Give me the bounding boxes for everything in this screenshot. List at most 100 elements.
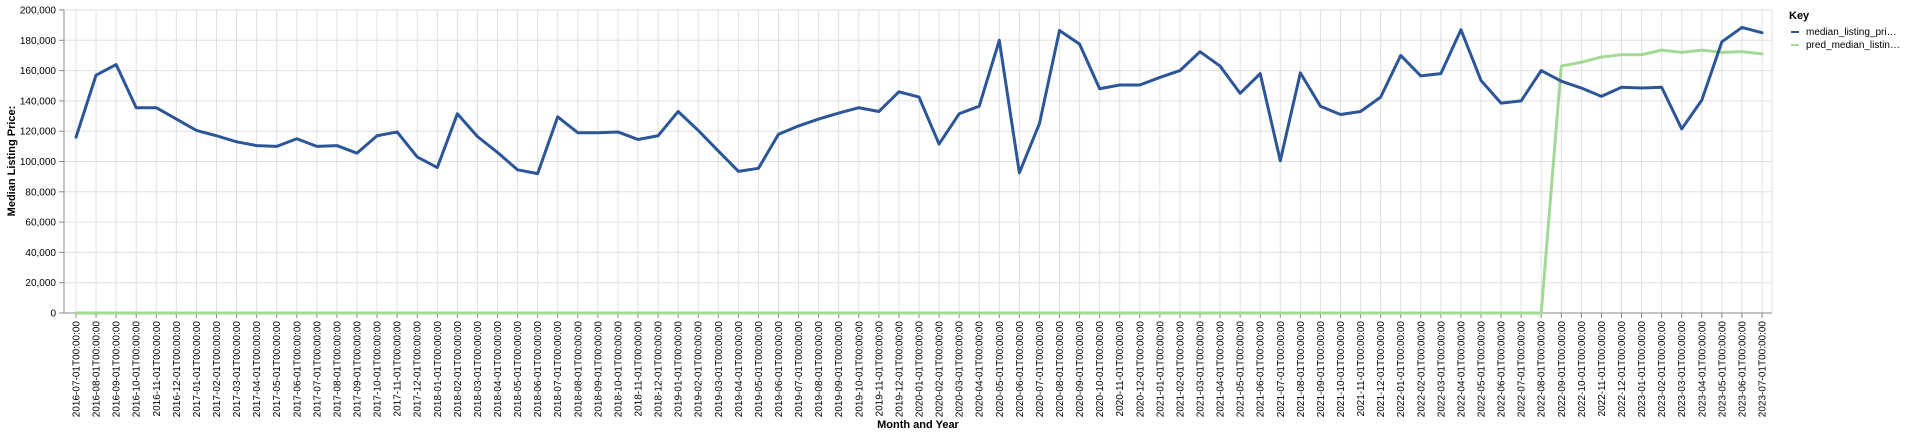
x-tick-label: 2017-01-01T00:00:00 bbox=[192, 321, 203, 418]
data-point bbox=[938, 143, 941, 146]
x-tick-label: 2019-12-01T00:00:00 bbox=[894, 321, 905, 418]
x-tick-label: 2019-02-01T00:00:00 bbox=[694, 321, 705, 418]
x-tick-label: 2021-10-01T00:00:00 bbox=[1336, 321, 1347, 418]
data-point bbox=[918, 312, 921, 315]
data-point bbox=[1399, 54, 1402, 57]
x-tick-label: 2023-06-01T00:00:00 bbox=[1737, 321, 1748, 418]
x-tick-label: 2022-10-01T00:00:00 bbox=[1577, 321, 1588, 418]
x-tick-label: 2017-09-01T00:00:00 bbox=[353, 321, 364, 418]
x-tick-label: 2022-04-01T00:00:00 bbox=[1456, 321, 1467, 418]
data-point bbox=[998, 312, 1001, 315]
data-point bbox=[1038, 122, 1041, 125]
y-tick-label: 40,000 bbox=[25, 248, 56, 259]
y-axis-ticks: 0 20,000 40,000 60,000 80,000 100,000 120,000 1… bbox=[20, 6, 64, 320]
data-point bbox=[797, 124, 800, 127]
data-point bbox=[1018, 312, 1021, 315]
data-point bbox=[1761, 52, 1764, 55]
data-point bbox=[596, 131, 599, 134]
x-tick-label: 2022-03-01T00:00:00 bbox=[1436, 321, 1447, 418]
y-axis-title: Median Listing Price: bbox=[6, 106, 18, 217]
data-point bbox=[255, 144, 258, 147]
data-point bbox=[1419, 312, 1422, 315]
x-tick-label: 2022-12-01T00:00:00 bbox=[1617, 321, 1628, 418]
x-tick-label: 2017-08-01T00:00:00 bbox=[332, 321, 343, 418]
data-point bbox=[556, 312, 559, 315]
x-tick-label: 2021-07-01T00:00:00 bbox=[1276, 321, 1287, 418]
data-point bbox=[376, 134, 379, 137]
x-tick-label: 2021-02-01T00:00:00 bbox=[1175, 321, 1186, 418]
x-tick-label: 2018-12-01T00:00:00 bbox=[654, 321, 665, 418]
x-tick-label: 2019-11-01T00:00:00 bbox=[874, 321, 885, 417]
data-point bbox=[436, 312, 439, 315]
data-point bbox=[657, 312, 660, 315]
legend-label: median_listing_pri… bbox=[1806, 27, 1897, 38]
x-tick-label: 2016-11-01T00:00:00 bbox=[152, 321, 163, 417]
data-point bbox=[1118, 83, 1121, 86]
x-tick-label: 2016-09-01T00:00:00 bbox=[112, 321, 123, 418]
x-tick-label: 2016-08-01T00:00:00 bbox=[92, 321, 103, 418]
data-point bbox=[215, 312, 218, 315]
data-point bbox=[998, 39, 1001, 42]
data-point bbox=[1419, 74, 1422, 77]
data-point bbox=[155, 106, 158, 109]
x-tick-label: 2020-08-01T00:00:00 bbox=[1055, 321, 1066, 418]
y-tick-label: 200,000 bbox=[20, 6, 57, 17]
x-tick-label: 2021-11-01T00:00:00 bbox=[1356, 321, 1367, 417]
data-point bbox=[1640, 53, 1643, 56]
data-point bbox=[1580, 61, 1583, 64]
y-tick-label: 120,000 bbox=[20, 127, 57, 138]
x-tick-label: 2019-05-01T00:00:00 bbox=[754, 321, 765, 418]
data-point bbox=[1279, 312, 1282, 315]
data-point bbox=[576, 312, 579, 315]
data-point bbox=[857, 312, 860, 315]
data-point bbox=[616, 312, 619, 315]
data-point bbox=[1279, 159, 1282, 162]
x-tick-label: 2016-12-01T00:00:00 bbox=[172, 321, 183, 418]
data-point bbox=[1620, 86, 1623, 89]
data-point bbox=[1660, 49, 1663, 52]
x-tick-label: 2017-07-01T00:00:00 bbox=[312, 321, 323, 418]
data-point bbox=[1500, 312, 1503, 315]
x-tick-label: 2017-06-01T00:00:00 bbox=[292, 321, 303, 418]
x-tick-label: 2017-03-01T00:00:00 bbox=[232, 321, 243, 418]
data-point bbox=[1038, 312, 1041, 315]
data-point bbox=[476, 135, 479, 138]
data-point bbox=[677, 312, 680, 315]
x-tick-label: 2018-06-01T00:00:00 bbox=[533, 321, 544, 418]
data-point bbox=[576, 131, 579, 134]
data-point bbox=[978, 312, 981, 315]
data-point bbox=[697, 312, 700, 315]
y-tick-label: 180,000 bbox=[20, 36, 57, 47]
data-point bbox=[657, 134, 660, 137]
y-tick-label: 80,000 bbox=[25, 187, 56, 198]
data-point bbox=[1299, 312, 1302, 315]
data-point bbox=[1560, 80, 1563, 83]
data-point bbox=[918, 96, 921, 99]
data-point bbox=[1740, 50, 1743, 53]
data-point bbox=[1520, 312, 1523, 315]
data-point bbox=[677, 110, 680, 113]
data-point bbox=[777, 312, 780, 315]
x-axis-ticks: 2016-07-01T00:00:00 2016-08-01T00:00:00 20… bbox=[72, 313, 1769, 417]
series-line bbox=[74, 48, 1764, 315]
data-point bbox=[1540, 312, 1543, 315]
data-point bbox=[1359, 110, 1362, 113]
data-point bbox=[637, 138, 640, 141]
data-point bbox=[1259, 312, 1262, 315]
data-point bbox=[195, 129, 198, 132]
data-point bbox=[1680, 51, 1683, 54]
data-point bbox=[1299, 71, 1302, 74]
data-point bbox=[1199, 50, 1202, 53]
x-tick-label: 2018-07-01T00:00:00 bbox=[553, 321, 564, 418]
data-point bbox=[1078, 43, 1081, 46]
data-point bbox=[516, 168, 519, 171]
y-tick-label: 20,000 bbox=[25, 278, 56, 289]
data-point bbox=[1319, 105, 1322, 108]
data-point bbox=[1580, 87, 1583, 90]
data-point bbox=[1600, 55, 1603, 58]
data-point bbox=[897, 90, 900, 93]
x-tick-label: 2019-07-01T00:00:00 bbox=[794, 321, 805, 418]
data-point bbox=[456, 112, 459, 115]
x-tick-label: 2020-01-01T00:00:00 bbox=[915, 321, 926, 418]
data-point bbox=[1078, 312, 1081, 315]
